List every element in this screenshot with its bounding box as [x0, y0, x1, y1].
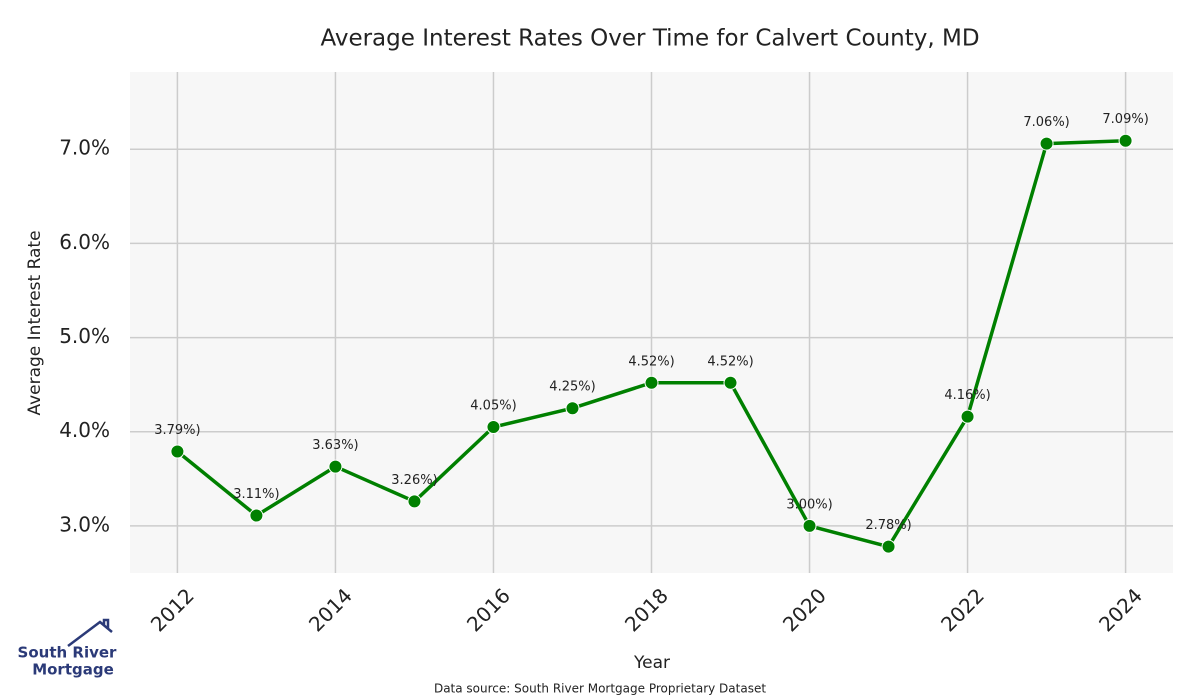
- x-tick-label: 2014: [304, 583, 357, 636]
- data-label: 3.11%): [233, 487, 279, 502]
- data-label: 3.63%): [312, 438, 358, 453]
- data-point: [249, 508, 264, 523]
- x-tick-label: 2020: [778, 583, 831, 636]
- y-tick-label: 5.0%: [59, 324, 110, 348]
- data-label: 4.25%): [549, 380, 595, 395]
- chart-title: Average Interest Rates Over Time for Cal…: [320, 26, 979, 52]
- data-point: [644, 375, 659, 390]
- data-point: [565, 401, 580, 416]
- data-label: 2.78%): [865, 518, 911, 533]
- logo-text: Mortgage: [32, 661, 114, 679]
- data-point: [170, 444, 185, 459]
- data-label: 7.09%): [1102, 112, 1148, 127]
- data-point: [1118, 133, 1133, 148]
- data-point: [960, 409, 975, 424]
- data-label: 4.52%): [628, 354, 674, 369]
- data-point: [407, 494, 422, 509]
- data-label: 3.00%): [786, 497, 832, 512]
- x-tick-label: 2018: [620, 583, 673, 636]
- data-label: 4.52%): [707, 354, 753, 369]
- data-label: 3.26%): [391, 473, 437, 488]
- x-tick-label: 2016: [462, 583, 515, 636]
- data-point: [1039, 136, 1054, 151]
- source-note: Data source: South River Mortgage Propri…: [434, 682, 766, 696]
- logo-text: South River: [18, 644, 118, 662]
- y-tick-label: 3.0%: [59, 512, 110, 536]
- logo: South River Mortgage: [18, 618, 118, 679]
- x-axis-label: Year: [633, 653, 670, 673]
- data-point: [881, 539, 896, 554]
- x-tick-label: 2024: [1094, 583, 1147, 636]
- y-tick-label: 6.0%: [59, 230, 110, 254]
- y-axis-label: Average Interest Rate: [25, 230, 45, 415]
- data-point: [723, 375, 738, 390]
- logo-icon: [67, 618, 113, 647]
- data-point: [802, 518, 817, 533]
- x-tick-label: 2012: [146, 583, 199, 636]
- data-point: [486, 420, 501, 435]
- data-label: 4.05%): [470, 399, 516, 414]
- data-label: 3.79%): [154, 423, 200, 438]
- data-label: 7.06%): [1023, 115, 1069, 130]
- data-label: 4.16%): [944, 388, 990, 403]
- x-tick-label: 2022: [936, 583, 989, 636]
- y-tick-label: 4.0%: [59, 418, 110, 442]
- data-point: [328, 459, 343, 474]
- y-tick-label: 7.0%: [59, 136, 110, 160]
